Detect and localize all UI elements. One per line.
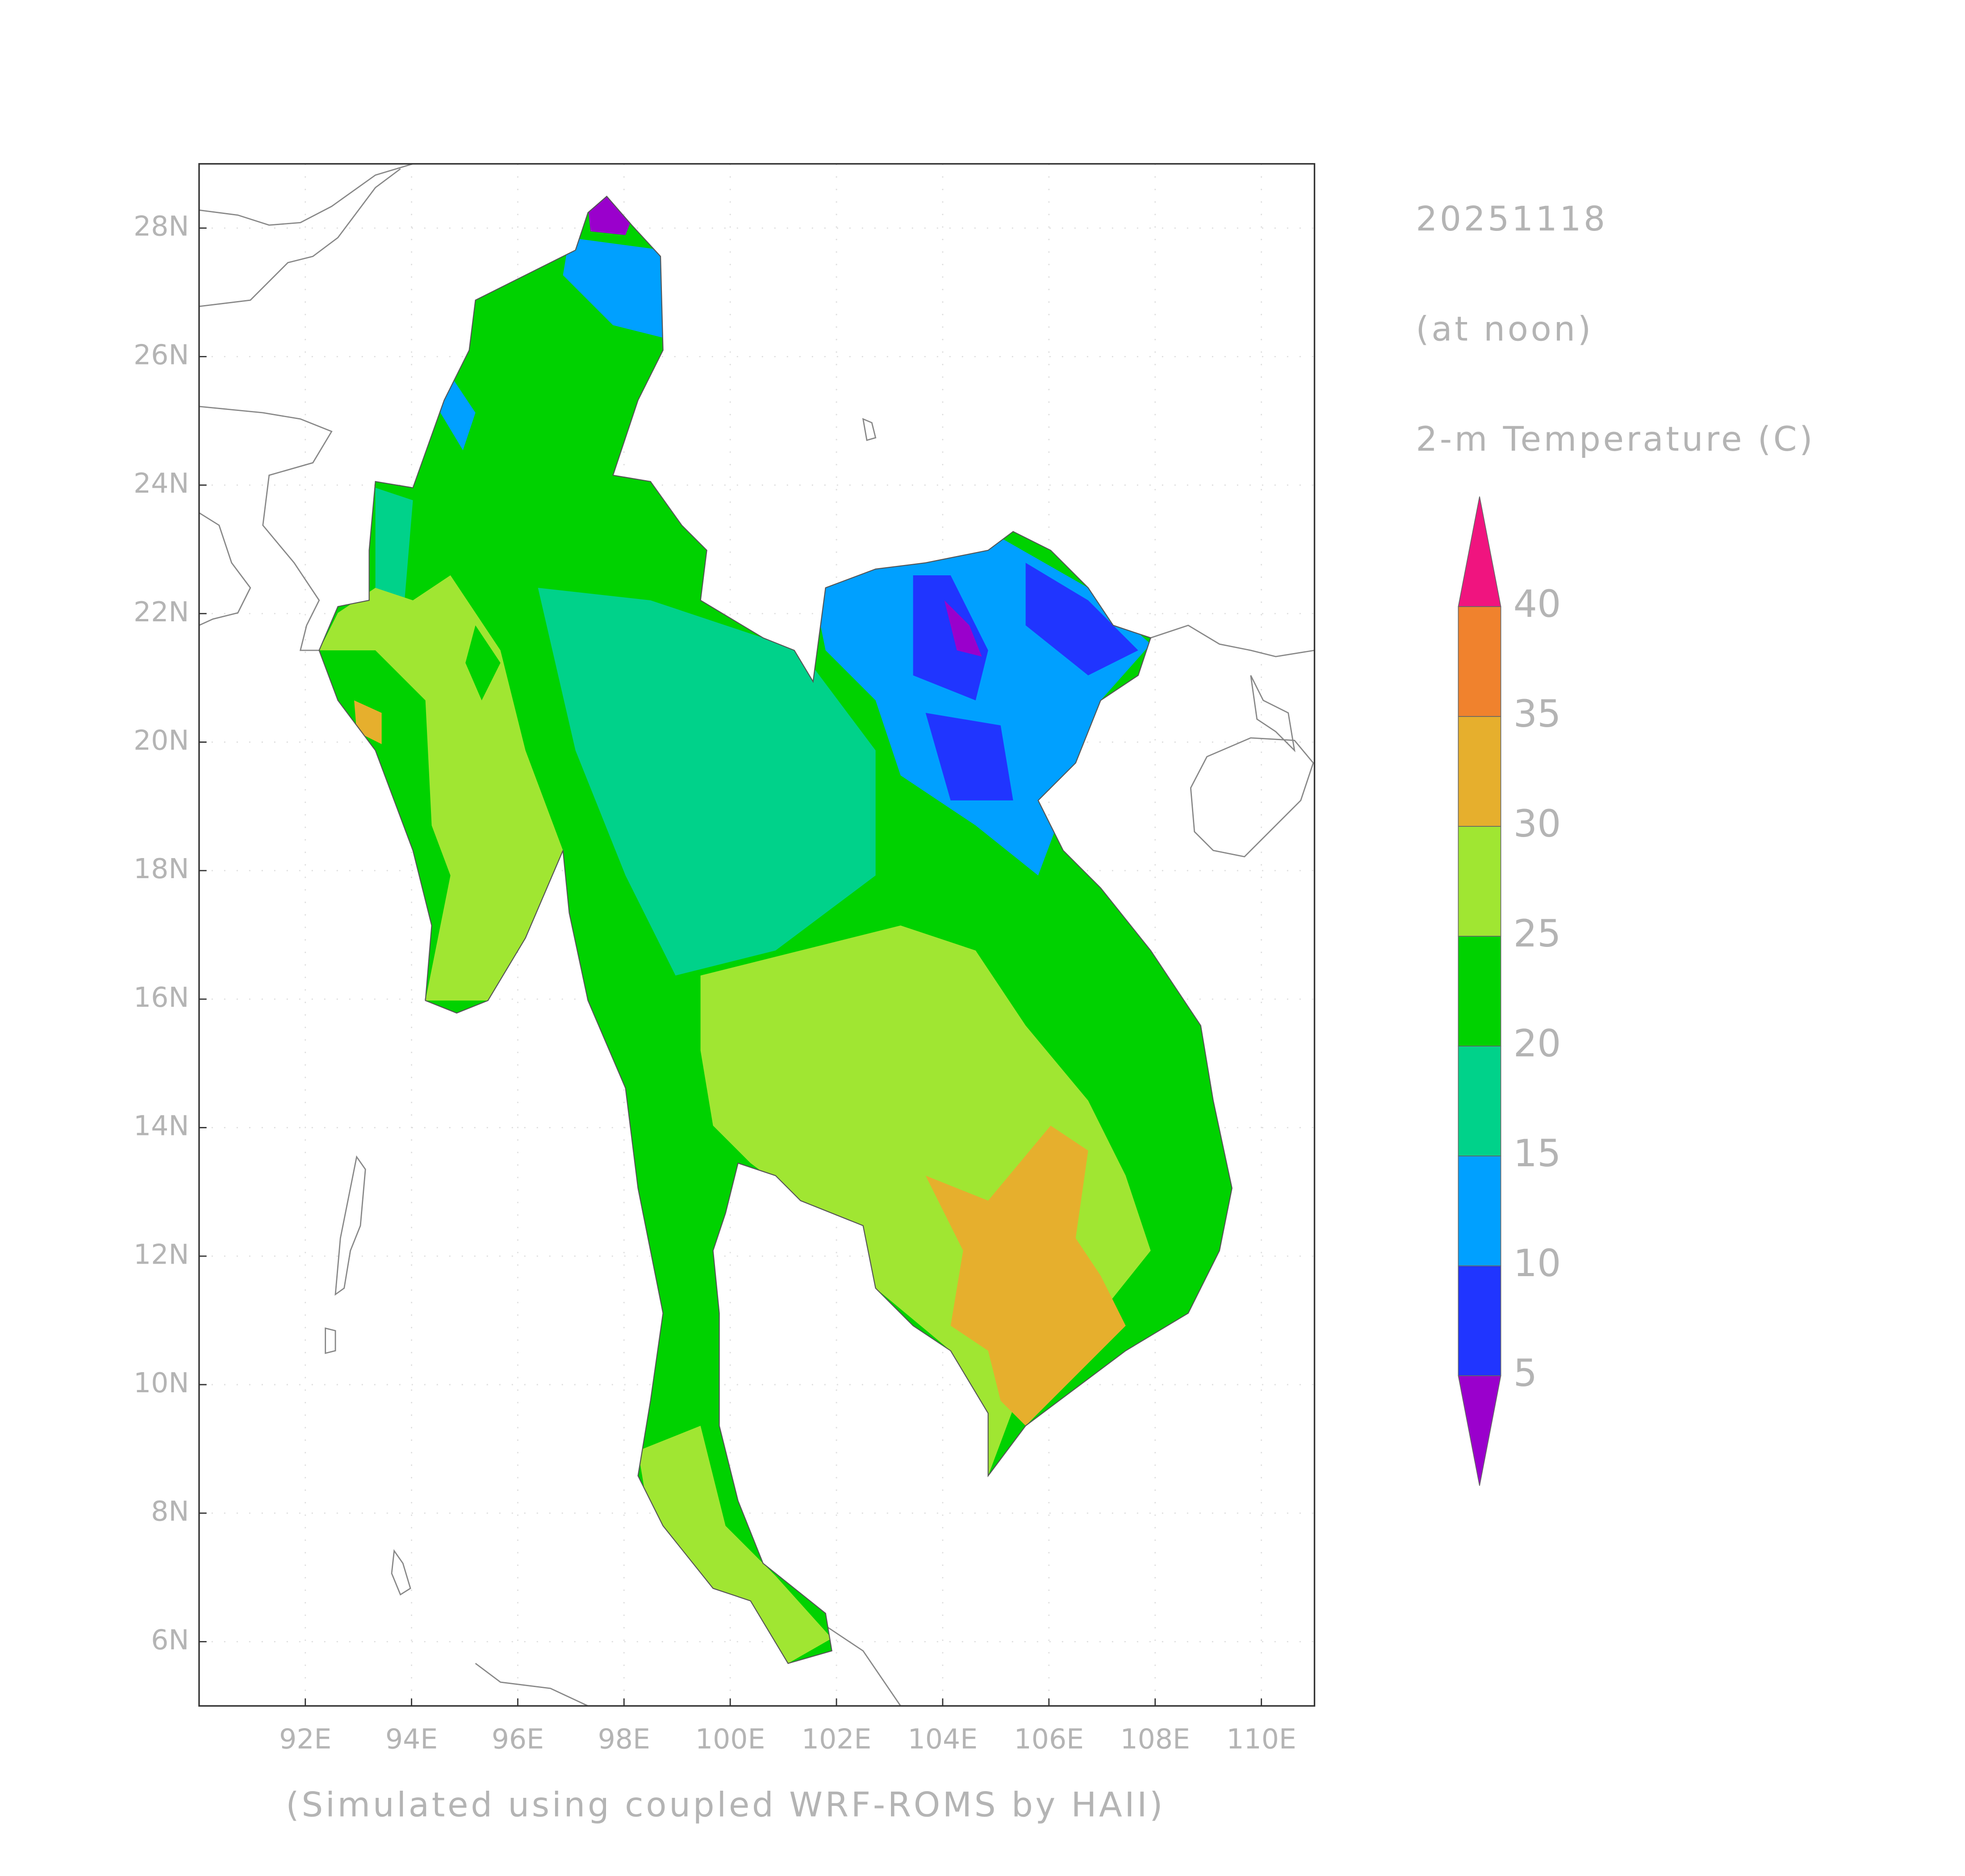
temperature-region	[319, 575, 563, 1001]
colorbar-bin	[1458, 936, 1501, 1047]
colorbar: 5 10 15 20 25 30 35 40	[1458, 496, 1561, 1486]
colorbar-over	[1458, 496, 1501, 607]
x-tick-label: 92E	[279, 1723, 331, 1755]
time-label: (at noon)	[1416, 310, 1593, 349]
y-tick-label: 24N	[134, 467, 189, 499]
colorbar-bin	[1458, 606, 1501, 717]
x-tick-label: 104E	[908, 1723, 978, 1755]
x-tick-label: 108E	[1120, 1723, 1190, 1755]
coastlines	[199, 163, 1315, 1706]
temperature-region	[563, 238, 663, 338]
colorbar-label: 35	[1513, 692, 1561, 736]
land-outline	[318, 196, 1233, 1664]
colorbar-bin	[1458, 826, 1501, 937]
y-tick-label: 16N	[134, 981, 189, 1013]
coastline	[199, 163, 414, 226]
temperature-region	[638, 1426, 832, 1663]
colorbar-bin	[1458, 1046, 1501, 1156]
map-frame	[198, 163, 1316, 1707]
x-tick-label: 94E	[385, 1723, 438, 1755]
colorbar-label: 10	[1513, 1241, 1561, 1285]
x-tick-label: 98E	[598, 1723, 650, 1755]
variable-label: 2-m Temperature (C)	[1416, 419, 1815, 459]
island-coast	[325, 1327, 336, 1354]
temperature-region	[913, 575, 988, 700]
temperature-region	[925, 1126, 1126, 1426]
y-tick-label: 26N	[134, 339, 189, 371]
island-coast	[334, 1155, 366, 1296]
y-tick-label: 10N	[134, 1367, 189, 1399]
temperature-field	[319, 196, 1232, 1663]
colorbar-under	[1458, 1375, 1501, 1486]
colorbar-label: 30	[1513, 802, 1561, 846]
y-tick-label: 20N	[134, 724, 189, 757]
temperature-region	[1025, 563, 1138, 675]
y-tick-label: 8N	[151, 1495, 189, 1528]
coastline	[1150, 624, 1315, 657]
y-tick-label: 18N	[134, 853, 189, 885]
coastline	[1250, 675, 1296, 753]
y-tick-label: 28N	[134, 210, 189, 243]
y-tick-label: 6N	[151, 1624, 189, 1656]
island-coast	[862, 418, 877, 441]
temperature-region	[925, 713, 1013, 800]
x-tick-label: 100E	[695, 1723, 765, 1755]
temperature-region	[944, 600, 982, 657]
temperature-region	[538, 588, 876, 976]
temperature-region	[440, 375, 476, 450]
axis-labels: 92E 94E 96E 98E 100E 102E 104E 106E 108E 110E 6N 8N…	[134, 210, 1296, 1755]
y-tick-label: 14N	[134, 1110, 189, 1142]
date-label: 20251118	[1416, 199, 1608, 239]
y-tick-label: 12N	[134, 1238, 189, 1270]
hainan-coast	[1190, 737, 1314, 858]
x-tick-label: 110E	[1226, 1723, 1296, 1755]
coastline	[199, 512, 251, 626]
coastline	[475, 1662, 589, 1706]
colorbar-bin	[1458, 1265, 1501, 1376]
coastline	[199, 168, 401, 307]
x-tick-label: 102E	[802, 1723, 871, 1755]
colorbar-label: 5	[1513, 1351, 1537, 1395]
temperature-region	[465, 625, 501, 700]
island-coast	[391, 1549, 411, 1596]
colorbar-label: 15	[1513, 1131, 1561, 1175]
x-tick-label: 106E	[1014, 1723, 1083, 1755]
credit-label: (Simulated using coupled WRF-ROMS by HAI…	[286, 1785, 1165, 1825]
coastline	[199, 406, 333, 651]
colorbar-bin	[1458, 1156, 1501, 1266]
colorbar-label: 40	[1513, 582, 1561, 626]
y-tick-label: 22N	[134, 596, 189, 628]
colorbar-label: 25	[1513, 912, 1561, 955]
temperature-region	[588, 196, 632, 235]
x-tick-label: 96E	[492, 1723, 544, 1755]
colorbar-label: 20	[1513, 1022, 1561, 1065]
colorbar-bin	[1458, 716, 1501, 827]
